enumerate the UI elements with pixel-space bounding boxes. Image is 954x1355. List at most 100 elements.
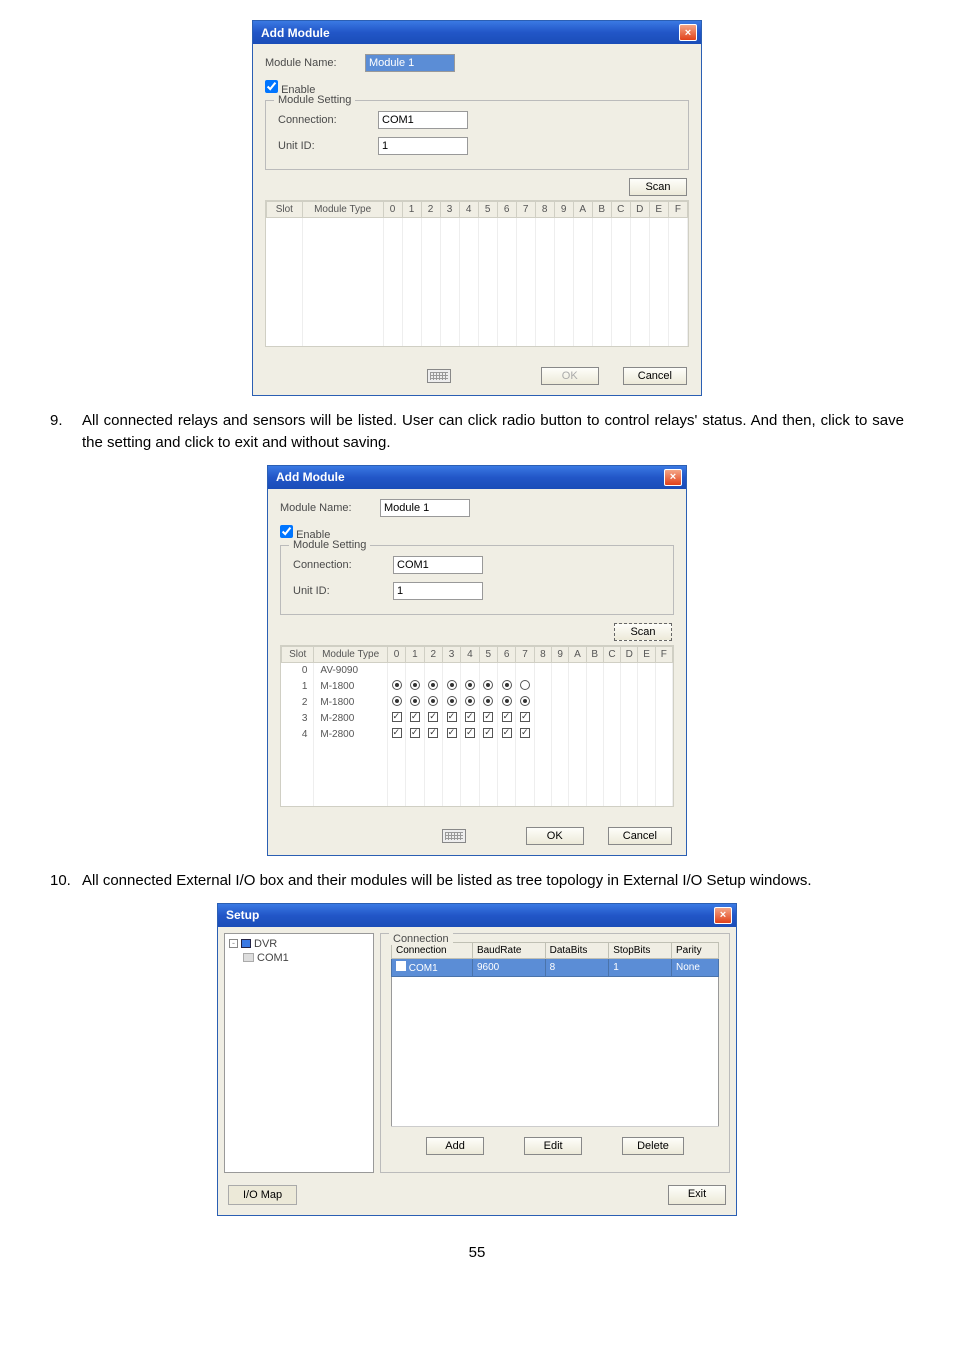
checkbox-icon[interactable] [465, 712, 475, 722]
close-icon[interactable]: × [679, 24, 697, 41]
checkbox-icon[interactable] [447, 728, 457, 738]
radio-icon[interactable] [410, 680, 420, 690]
cell-baud: 9600 [472, 958, 545, 976]
radio-icon[interactable] [465, 680, 475, 690]
add-module-dialog-2: Add Module × Module Name: Enable Module … [267, 465, 687, 857]
tree-child[interactable]: COM1 [243, 952, 369, 964]
checkbox-icon[interactable] [483, 728, 493, 738]
cancel-button[interactable]: Cancel [608, 827, 672, 845]
title-text: Setup [226, 908, 259, 922]
checkbox-icon[interactable] [465, 728, 475, 738]
radio-icon[interactable] [392, 680, 402, 690]
module-setting-legend: Module Setting [274, 94, 355, 106]
scan-button[interactable]: Scan [629, 178, 687, 196]
radio-icon[interactable] [465, 696, 475, 706]
radio-icon[interactable] [502, 680, 512, 690]
col-2: 2 [421, 202, 440, 218]
module-name-input[interactable] [365, 54, 455, 72]
delete-button[interactable]: Delete [622, 1137, 684, 1155]
col-E: E [638, 646, 655, 662]
unit-id-input[interactable] [393, 582, 483, 600]
connection-grid: Connection BaudRate DataBits StopBits Pa… [391, 942, 719, 1127]
exit-button[interactable]: Exit [668, 1185, 726, 1205]
enable-checkbox[interactable] [265, 80, 278, 93]
ok-button[interactable]: OK [526, 827, 584, 845]
checkbox-icon[interactable] [520, 712, 530, 722]
connection-legend: Connection [389, 933, 453, 945]
checkbox-icon[interactable] [502, 728, 512, 738]
radio-icon[interactable] [428, 696, 438, 706]
checkbox-icon[interactable] [483, 712, 493, 722]
titlebar: Setup × [218, 904, 736, 927]
col-7: 7 [516, 646, 534, 662]
radio-icon[interactable] [502, 696, 512, 706]
col-C: C [611, 202, 630, 218]
add-button[interactable]: Add [426, 1137, 484, 1155]
col-databits: DataBits [545, 942, 609, 958]
checkbox-icon[interactable] [520, 728, 530, 738]
radio-icon[interactable] [392, 696, 402, 706]
radio-icon[interactable] [483, 680, 493, 690]
io-map-button[interactable]: I/O Map [228, 1185, 297, 1205]
col-5: 5 [478, 202, 497, 218]
keyboard-icon[interactable] [442, 829, 466, 843]
module-setting-group: Module Setting Connection: Unit ID: [265, 100, 689, 170]
close-icon[interactable]: × [664, 469, 682, 486]
unit-id-label: Unit ID: [293, 585, 393, 597]
table-row [282, 742, 673, 758]
cell-module-type: M-2800 [314, 710, 387, 726]
table-row [282, 758, 673, 774]
radio-icon[interactable] [410, 696, 420, 706]
checkbox-icon[interactable] [410, 728, 420, 738]
checkbox-icon[interactable] [392, 728, 402, 738]
cell-slot: 1 [282, 678, 314, 694]
connection-row[interactable]: COM1 9600 8 1 None [392, 958, 719, 976]
module-name-input[interactable] [380, 499, 470, 517]
cell-conn: COM1 [409, 963, 438, 974]
col-8: 8 [535, 202, 554, 218]
module-grid: SlotModule Type0123456789ABCDEF 0AV-9090… [281, 646, 673, 807]
checkbox-icon[interactable] [428, 712, 438, 722]
titlebar: Add Module × [268, 466, 686, 489]
unit-id-input[interactable] [378, 137, 468, 155]
ok-button[interactable]: OK [541, 367, 599, 385]
col-7: 7 [516, 202, 535, 218]
checkbox-icon[interactable] [392, 712, 402, 722]
title-text: Add Module [261, 26, 330, 40]
table-row [267, 234, 688, 250]
cell-data: 8 [545, 958, 609, 976]
io-icon [243, 953, 254, 962]
radio-icon[interactable] [428, 680, 438, 690]
tree-root[interactable]: - DVR [229, 938, 369, 950]
edit-button[interactable]: Edit [524, 1137, 582, 1155]
scan-button[interactable]: Scan [614, 623, 672, 641]
col-slot: Slot [282, 646, 314, 662]
checkbox-icon[interactable] [428, 728, 438, 738]
col-3: 3 [440, 202, 459, 218]
keyboard-icon[interactable] [427, 369, 451, 383]
col-D: D [621, 646, 638, 662]
col-0: 0 [387, 646, 405, 662]
table-row [267, 298, 688, 314]
enable-checkbox[interactable] [280, 525, 293, 538]
cell-module-type: M-2800 [314, 726, 387, 742]
radio-icon[interactable] [520, 696, 530, 706]
checkbox-icon[interactable] [502, 712, 512, 722]
tree-child-label: COM1 [257, 952, 289, 964]
radio-icon[interactable] [447, 696, 457, 706]
checkbox-icon[interactable] [410, 712, 420, 722]
col-A: A [569, 646, 586, 662]
connection-input[interactable] [393, 556, 483, 574]
radio-icon[interactable] [520, 680, 530, 690]
radio-icon[interactable] [483, 696, 493, 706]
checkbox-icon[interactable] [447, 712, 457, 722]
collapse-icon[interactable]: - [229, 939, 238, 948]
module-name-label: Module Name: [280, 502, 380, 514]
table-row: 2M-1800 [282, 694, 673, 710]
cancel-button[interactable]: Cancel [623, 367, 687, 385]
close-icon[interactable]: × [714, 907, 732, 924]
col-1: 1 [406, 646, 424, 662]
connection-input[interactable] [378, 111, 468, 129]
col-slot: Slot [267, 202, 303, 218]
radio-icon[interactable] [447, 680, 457, 690]
